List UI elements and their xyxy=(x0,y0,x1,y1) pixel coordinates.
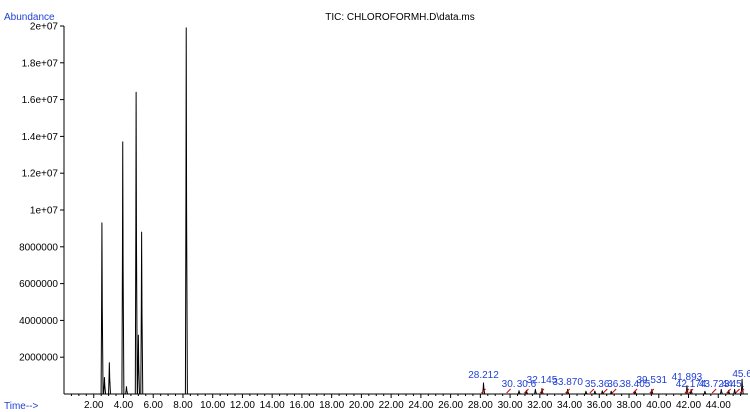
peak-label: 39.531 xyxy=(637,375,668,386)
peak-label: 44. xyxy=(722,379,736,390)
x-tick-label: 34.00 xyxy=(557,400,582,411)
x-tick-label: 10.00 xyxy=(200,400,225,411)
y-tick-label: 4000000 xyxy=(19,316,58,327)
x-tick-label: 28.00 xyxy=(468,400,493,411)
peak-marker xyxy=(611,388,617,394)
peak-label: 42.174 xyxy=(676,379,707,390)
peak-marker xyxy=(524,388,529,394)
y-axis-label: Abundance xyxy=(4,12,55,23)
peak-label: 33.870 xyxy=(552,377,583,388)
y-tick-label: 2000000 xyxy=(19,353,58,364)
chart-title: TIC: CHLOROFORMH.D\data.ms xyxy=(325,12,474,23)
x-tick-label: 24.00 xyxy=(408,400,433,411)
x-tick-label: 36.00 xyxy=(587,400,612,411)
peak-marker xyxy=(589,388,595,394)
x-tick-label: 12.00 xyxy=(230,400,255,411)
x-tick-label: 20.00 xyxy=(349,400,374,411)
x-tick-label: 42.00 xyxy=(676,400,701,411)
x-tick-label: 14.00 xyxy=(260,400,285,411)
peak-marker xyxy=(602,388,608,394)
peak-label: 36. xyxy=(607,379,621,390)
x-axis-ticks: 2.00 4.00 6.00 8.00 10.00 12.00 14.00 16.00 18.0… xyxy=(70,394,742,411)
peak-label: 38.405 xyxy=(620,379,651,390)
peak-marker xyxy=(726,388,732,394)
y-tick-label: 8000000 xyxy=(19,242,58,253)
y-tick-label: 1e+07 xyxy=(30,206,59,217)
peak-marker xyxy=(506,388,511,394)
y-tick-label: 6000000 xyxy=(19,279,58,290)
x-tick-label: 18.00 xyxy=(319,400,344,411)
y-tick-label: 1.2e+07 xyxy=(22,169,59,180)
y-tick-label: 2e+07 xyxy=(30,22,59,33)
peak-marker xyxy=(632,388,638,394)
x-tick-label: 16.00 xyxy=(289,400,314,411)
peak-marker xyxy=(649,388,655,394)
x-tick-label: 30.00 xyxy=(498,400,523,411)
peak-marker xyxy=(711,388,717,394)
peak-markers xyxy=(481,388,745,394)
y-axis-ticks: 2000000 4000000 6000000 8000000 1e+07 1.2e+07… xyxy=(19,22,64,364)
x-tick-label: 40.00 xyxy=(646,400,671,411)
peak-marker xyxy=(735,388,740,394)
x-tick-label: 6.00 xyxy=(143,400,163,411)
x-tick-label: 4.00 xyxy=(114,400,134,411)
y-tick-label: 1.6e+07 xyxy=(22,95,59,106)
peak-marker xyxy=(739,388,745,394)
x-axis-label: Time--> xyxy=(4,401,39,412)
tic-trace xyxy=(72,27,748,395)
peak-marker xyxy=(481,388,486,394)
x-tick-label: 2.00 xyxy=(84,400,104,411)
peak-marker xyxy=(565,388,570,394)
peak-label: 30.6 xyxy=(517,379,537,390)
peak-label: 45.6 xyxy=(732,369,750,380)
y-tick-label: 1.8e+07 xyxy=(22,58,59,69)
peak-label: 43.723 xyxy=(699,379,730,390)
peak-marker xyxy=(688,388,694,394)
peak-label: 32.145 xyxy=(527,375,558,386)
peak-label: 41.893 xyxy=(672,372,703,383)
x-tick-label: 32.00 xyxy=(527,400,552,411)
x-tick-label: 44.00 xyxy=(706,400,731,411)
peak-label: 45. xyxy=(731,379,745,390)
peak-label: 35. xyxy=(585,379,599,390)
peak-label: 28.212 xyxy=(468,370,499,381)
x-tick-label: 38.00 xyxy=(617,400,642,411)
y-tick-label: 1.4e+07 xyxy=(22,132,59,143)
peak-label: 36. xyxy=(598,379,612,390)
x-tick-label: 26.00 xyxy=(438,400,463,411)
tic-trace-line xyxy=(72,27,748,395)
axes xyxy=(63,26,748,395)
peak-label: 30. xyxy=(502,379,516,390)
peak-marker xyxy=(539,388,545,394)
x-tick-label: 8.00 xyxy=(173,400,193,411)
peak-marker xyxy=(684,388,690,394)
x-tick-label: 22.00 xyxy=(379,400,404,411)
